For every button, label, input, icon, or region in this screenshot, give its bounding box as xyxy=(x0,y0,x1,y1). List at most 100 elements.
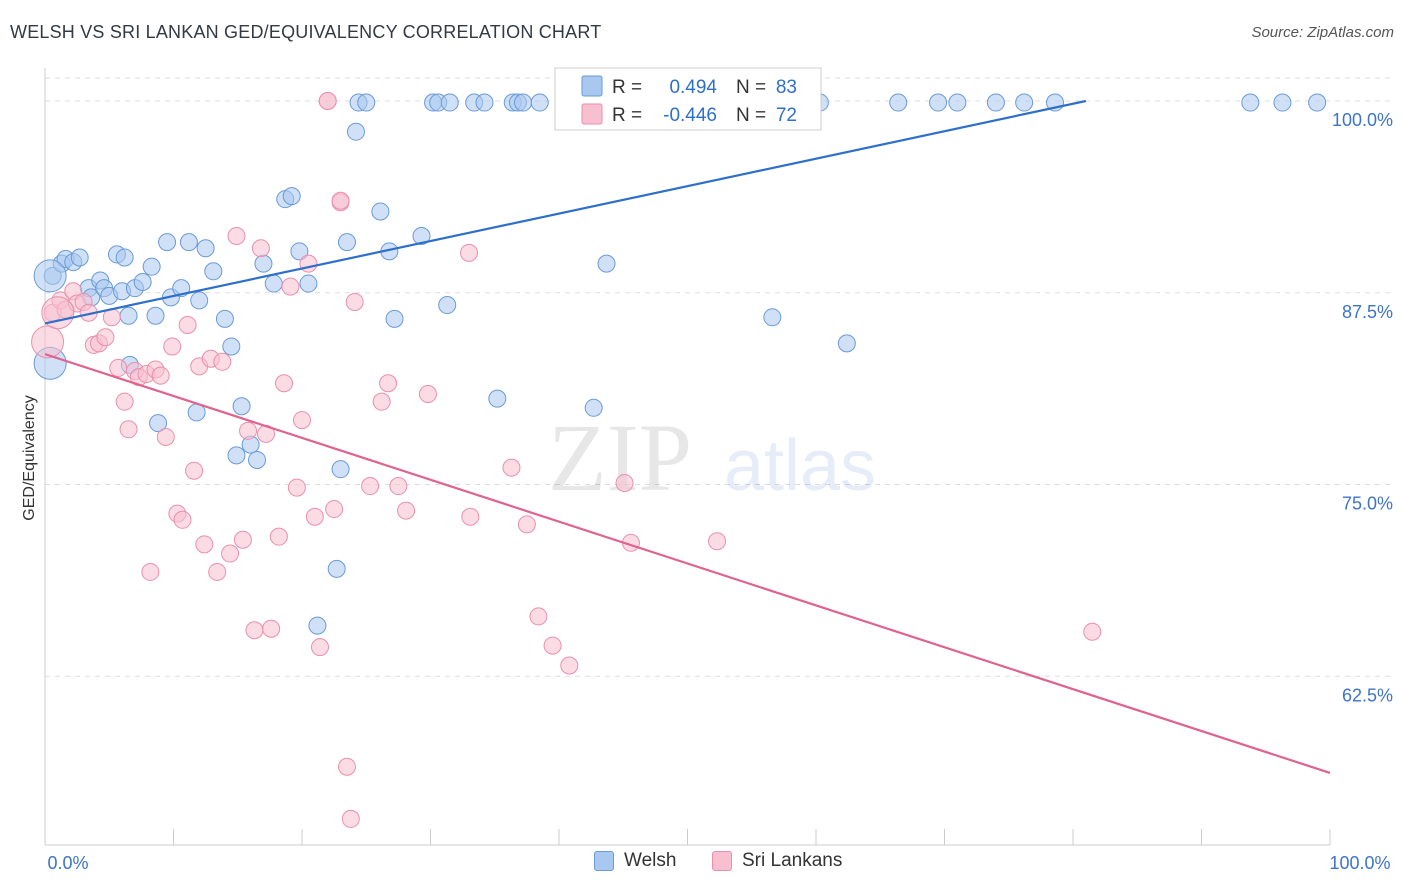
srilankan-point-39 xyxy=(269,527,288,546)
welsh-point-44 xyxy=(412,227,431,246)
srilankan-point-41 xyxy=(281,277,300,296)
srilankan-point-9 xyxy=(96,328,115,347)
srilankan-point-70 xyxy=(331,191,350,210)
welsh-point-24 xyxy=(204,262,223,281)
srilankan-large-point-1 xyxy=(41,296,75,330)
srilankan-point-45 xyxy=(305,507,324,526)
srilankan-point-59 xyxy=(460,243,479,262)
srilankan-point-61 xyxy=(502,458,521,477)
watermark-zip: ZIP xyxy=(548,404,692,511)
welsh-point-32 xyxy=(282,187,301,206)
srilankan-large-point-0 xyxy=(31,325,65,359)
welsh-point-30 xyxy=(264,274,283,293)
stats-n-value-welsh: 83 xyxy=(776,77,797,98)
srilankan-trend-line xyxy=(44,353,1331,774)
srilankan-point-60 xyxy=(461,507,480,526)
legend-swatch-welsh xyxy=(594,851,614,871)
welsh-point-29 xyxy=(254,254,273,273)
legend-label-welsh: Welsh xyxy=(624,850,677,871)
legend-swatch-srilankan xyxy=(712,851,732,871)
welsh-point-4 xyxy=(70,248,89,267)
srilankan-point-51 xyxy=(341,809,360,828)
welsh-point-82 xyxy=(346,122,365,141)
welsh-point-78 xyxy=(149,414,168,433)
welsh-point-80 xyxy=(227,446,246,465)
axes xyxy=(44,68,1331,846)
srilankan-point-40 xyxy=(275,374,294,393)
stats-legend-welsh-swatch xyxy=(581,75,603,97)
welsh-point-54 xyxy=(514,93,533,112)
chart-source: Source: ZipAtlas.com xyxy=(1251,24,1394,41)
welsh-point-17 xyxy=(146,306,165,325)
srilankan-point-64 xyxy=(543,636,562,655)
welsh-point-50 xyxy=(475,93,494,112)
y-axis-tick-labels: 62.5% 75.0% 87.5% 100.0% xyxy=(1332,110,1393,705)
y-tick-label-1: 75.0% xyxy=(1342,494,1393,514)
srilankan-point-12 xyxy=(115,392,134,411)
srilankan-point-23 xyxy=(173,510,192,529)
stats-r-label-srilankan: R = xyxy=(612,105,642,126)
x-tick-label-100: 100.0% xyxy=(1329,853,1390,873)
welsh-point-47 xyxy=(438,296,457,315)
legend-item-srilankan[interactable]: Sri Lankans xyxy=(712,850,842,872)
srilankan-point-48 xyxy=(325,500,344,519)
trendlines xyxy=(44,99,1331,774)
srilankan-point-27 xyxy=(195,535,214,554)
srilankan-point-33 xyxy=(233,530,252,549)
legend-label-srilankan: Sri Lankans xyxy=(742,850,843,871)
gridlines xyxy=(45,77,1395,677)
stats-r-label-welsh: R = xyxy=(612,77,642,98)
srilankan-point-34 xyxy=(239,421,258,440)
welsh-point-21 xyxy=(179,233,198,252)
bottom-legend: Welsh Sri Lankans xyxy=(0,850,1406,880)
welsh-point-12 xyxy=(115,248,134,267)
srilankan-point-46 xyxy=(310,638,329,657)
srilankan-point-69 xyxy=(1083,622,1102,641)
srilankan-point-66 xyxy=(615,473,634,492)
welsh-point-75 xyxy=(1273,93,1292,112)
welsh-point-38 xyxy=(337,233,356,252)
welsh-point-26 xyxy=(222,337,241,356)
legend-item-welsh[interactable]: Welsh xyxy=(594,850,676,872)
srilankan-point-44 xyxy=(299,254,318,273)
welsh-point-43 xyxy=(385,309,404,328)
srilankan-point-13 xyxy=(119,420,138,439)
y-tick-label-2: 87.5% xyxy=(1342,302,1393,322)
srilankan-point-42 xyxy=(287,478,306,497)
stats-r-value-srilankan: -0.446 xyxy=(663,105,717,126)
srilankan-point-19 xyxy=(151,366,170,385)
srilankan-point-52 xyxy=(345,292,364,311)
welsh-point-74 xyxy=(1241,93,1260,112)
srilankan-point-36 xyxy=(251,239,270,258)
y-axis-label: GED/Equivalency xyxy=(21,395,38,520)
watermark-atlas: atlas xyxy=(724,426,876,506)
srilankan-point-35 xyxy=(245,621,264,640)
welsh-point-36 xyxy=(327,559,346,578)
srilankan-point-71 xyxy=(318,92,337,111)
welsh-point-37 xyxy=(331,460,350,479)
welsh-point-51 xyxy=(488,389,507,408)
stats-n-label-srilankan: N = xyxy=(736,105,766,126)
srilankan-point-57 xyxy=(397,501,416,520)
srilankan-point-25 xyxy=(185,461,204,480)
welsh-point-18 xyxy=(158,233,177,252)
welsh-point-70 xyxy=(948,93,967,112)
stats-n-value-srilankan: 72 xyxy=(776,105,797,126)
srilankan-point-32 xyxy=(227,227,246,246)
srilankan-point-56 xyxy=(389,477,408,496)
welsh-point-35 xyxy=(308,616,327,635)
stats-n-label-welsh: N = xyxy=(736,77,766,98)
welsh-point-16 xyxy=(142,257,161,276)
chart-title: WELSH VS SRI LANKAN GED/EQUIVALENCY CORR… xyxy=(10,22,602,42)
srilankan-point-17 xyxy=(141,562,160,581)
srilankan-point-58 xyxy=(418,385,437,404)
stats-legend-srilankan-swatch xyxy=(581,103,603,125)
welsh-point-57 xyxy=(584,398,603,417)
welsh-point-58 xyxy=(597,254,616,273)
welsh-point-81 xyxy=(248,450,267,469)
welsh-point-72 xyxy=(1015,93,1034,112)
srilankan-point-24 xyxy=(178,315,197,334)
welsh-point-23 xyxy=(196,239,215,258)
srilankan-point-11 xyxy=(109,358,128,377)
